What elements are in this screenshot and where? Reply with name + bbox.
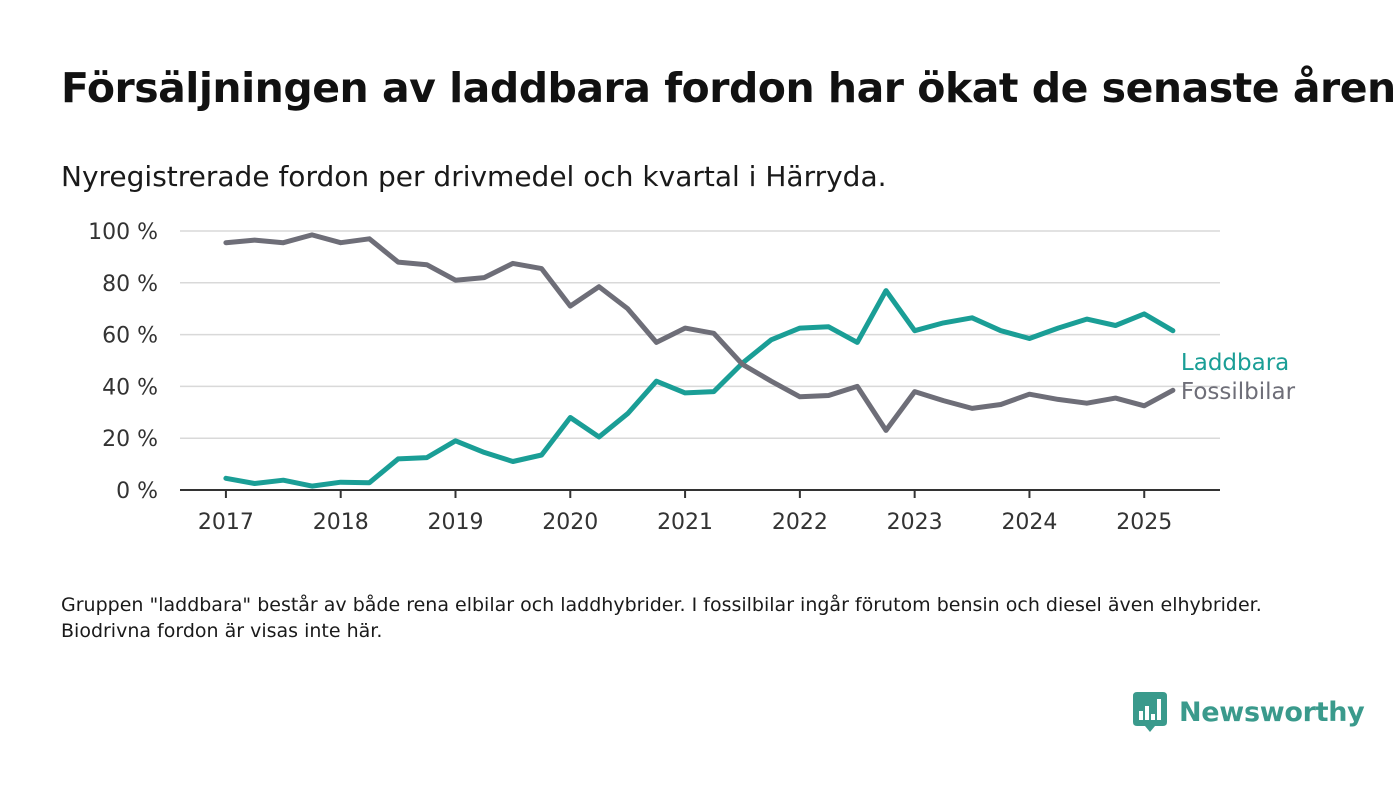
series-line-fossilbilar	[223, 232, 1176, 433]
brand-logo: Newsworthy	[1133, 692, 1365, 732]
bar-chart-speech-icon	[1133, 692, 1167, 732]
x-tick-label: 2021	[657, 510, 713, 535]
x-tick-label: 2022	[772, 510, 828, 535]
chart-title: Försäljningen av laddbara fordon har öka…	[61, 64, 1396, 112]
y-tick-label: 40 %	[102, 375, 158, 400]
x-tick-label: 2024	[1001, 510, 1057, 535]
y-tick-label: 0 %	[116, 479, 158, 504]
y-tick-label: 60 %	[102, 324, 158, 349]
brand-name: Newsworthy	[1179, 696, 1365, 728]
x-tick-label: 2017	[198, 510, 254, 535]
y-tick-label: 80 %	[102, 272, 158, 297]
footnote: Gruppen "laddbara" består av både rena e…	[61, 594, 1262, 642]
line-chart: 0 % 20 % 40 % 60 % 80 % 100 % 2017 2018 2019 2020…	[88, 220, 1296, 535]
series-label-fossilbilar: Fossilbilar	[1181, 379, 1296, 405]
x-tick-label: 2018	[313, 510, 369, 535]
x-tick-label: 2019	[427, 510, 483, 535]
series-label-laddbara: Laddbara	[1181, 350, 1289, 376]
x-tick-label: 2023	[887, 510, 943, 535]
series-line-laddbara	[223, 288, 1176, 489]
y-tick-label: 100 %	[88, 220, 158, 245]
x-tick-label: 2020	[542, 510, 598, 535]
y-tick-label: 20 %	[102, 427, 158, 452]
chart-subtitle: Nyregistrerade fordon per drivmedel och …	[61, 160, 887, 193]
x-tick-label: 2025	[1116, 510, 1172, 535]
